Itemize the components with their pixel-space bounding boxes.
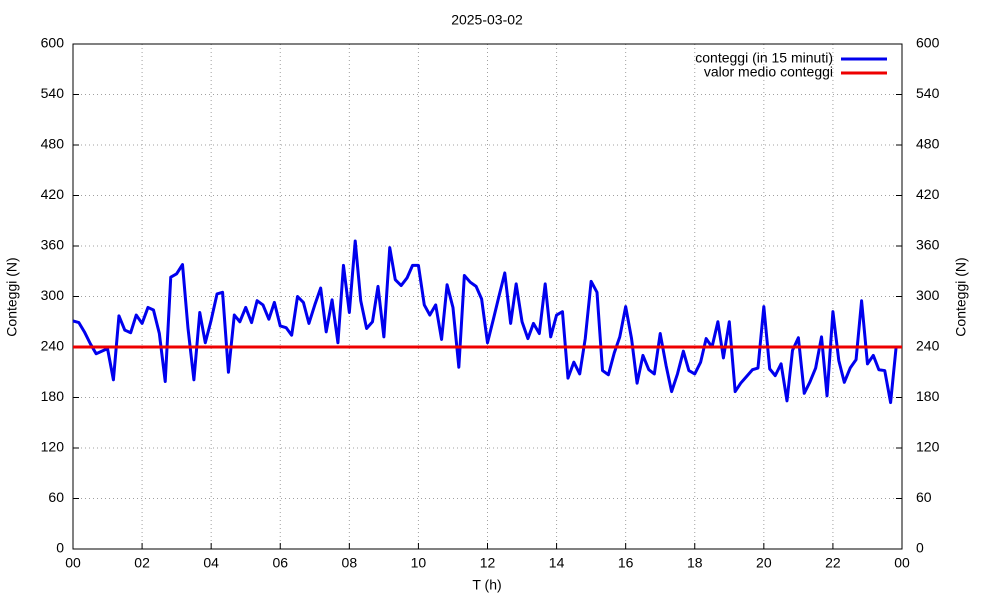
y-tick-label: 60 xyxy=(48,489,64,505)
x-tick-label: 22 xyxy=(825,555,841,571)
x-tick-label: 00 xyxy=(894,555,910,571)
x-tick-label: 04 xyxy=(203,555,219,571)
x-tick-label: 00 xyxy=(65,555,81,571)
x-tick-label: 12 xyxy=(480,555,496,571)
y2-tick-label: 540 xyxy=(916,85,940,101)
x-tick-label: 10 xyxy=(411,555,427,571)
legend-label: conteggi (in 15 minuti) xyxy=(695,50,833,66)
y2-tick-label: 300 xyxy=(916,287,940,303)
y-tick-label: 600 xyxy=(41,35,65,51)
y2-tick-label: 240 xyxy=(916,338,940,354)
x-tick-label: 18 xyxy=(687,555,703,571)
y-tick-label: 0 xyxy=(56,540,64,556)
x-axis-label: T (h) xyxy=(472,577,501,593)
y-tick-label: 420 xyxy=(41,186,65,202)
y-tick-label: 180 xyxy=(41,388,65,404)
chart-title: 2025-03-02 xyxy=(451,12,523,28)
y-tick-label: 480 xyxy=(41,136,65,152)
legend-label: valor medio conteggi xyxy=(704,64,833,80)
y2-tick-label: 0 xyxy=(916,540,924,556)
x-tick-label: 16 xyxy=(618,555,634,571)
plot-frame xyxy=(72,43,903,550)
y2-tick-label: 180 xyxy=(916,388,940,404)
y2-tick-label: 120 xyxy=(916,439,940,455)
y2-tick-label: 600 xyxy=(916,35,940,51)
y-tick-label: 300 xyxy=(41,287,65,303)
y-tick-label: 540 xyxy=(41,85,65,101)
y2-tick-label: 360 xyxy=(916,237,940,253)
y2-tick-label: 60 xyxy=(916,489,932,505)
y2-tick-label: 480 xyxy=(916,136,940,152)
y-tick-label: 360 xyxy=(41,237,65,253)
y-tick-label: 240 xyxy=(41,338,65,354)
x-tick-label: 20 xyxy=(756,555,772,571)
x-tick-label: 02 xyxy=(134,555,150,571)
x-tick-label: 06 xyxy=(272,555,288,571)
y-axis-label: Conteggi (N) xyxy=(4,257,20,336)
x-tick-label: 08 xyxy=(342,555,358,571)
y2-tick-label: 420 xyxy=(916,186,940,202)
x-tick-label: 14 xyxy=(549,555,565,571)
y2-axis-label: Conteggi (N) xyxy=(953,257,969,336)
y-tick-label: 120 xyxy=(41,439,65,455)
data-line xyxy=(72,239,898,405)
